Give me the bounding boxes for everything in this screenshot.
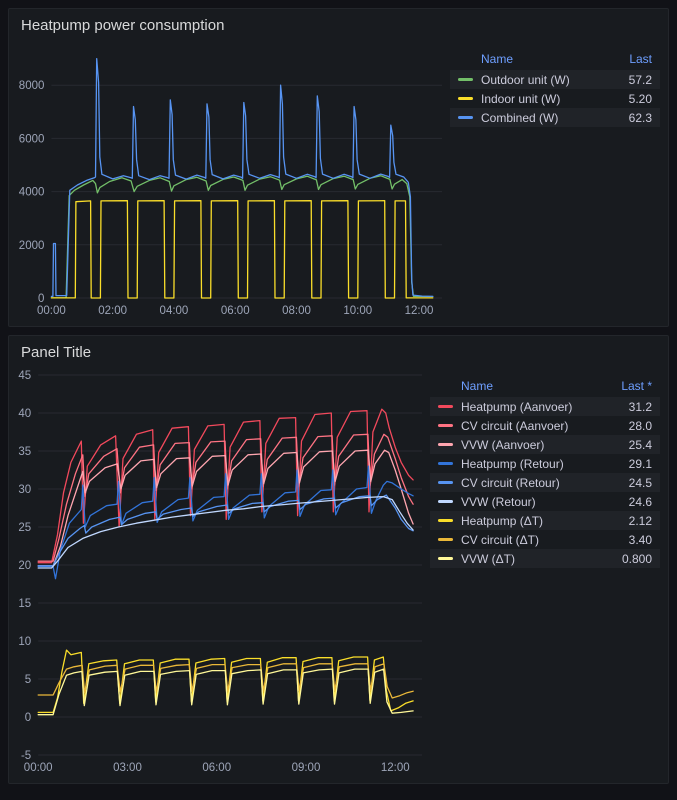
series-label[interactable]: CV circuit (Retour) xyxy=(461,475,560,490)
legend-header: Name Last * xyxy=(430,377,660,397)
series-color-swatch xyxy=(458,116,473,119)
series-last-value: 57.2 xyxy=(628,72,652,87)
legend-row[interactable]: VVW (ΔT) 0.800 xyxy=(430,549,660,568)
svg-text:15: 15 xyxy=(18,598,31,610)
legend-row[interactable]: Heatpump (Retour) 29.1 xyxy=(430,454,660,473)
series-color-swatch xyxy=(438,462,453,465)
series-label[interactable]: Outdoor unit (W) xyxy=(481,72,570,87)
svg-text:02:00: 02:00 xyxy=(98,305,127,317)
series-label[interactable]: Heatpump (Aanvoer) xyxy=(461,399,573,414)
legend-row[interactable]: Indoor unit (W) 5.20 xyxy=(450,89,660,108)
svg-text:2000: 2000 xyxy=(19,240,45,252)
series-color-swatch xyxy=(438,500,453,503)
series-last-value: 0.800 xyxy=(621,551,652,566)
series-color-swatch xyxy=(438,405,453,408)
svg-text:4000: 4000 xyxy=(19,187,45,199)
svg-text:20: 20 xyxy=(18,560,31,572)
series-color-swatch xyxy=(438,519,453,522)
panel-heatpump-power-consumption: Heatpump power consumption 0 2000 4000 6000… xyxy=(8,8,669,327)
timeseries-plot-power[interactable]: 0 2000 4000 6000 8000 00:00 02:00 04:00 06:00 08:… xyxy=(13,38,450,320)
legend-header-name[interactable]: Name xyxy=(481,52,514,66)
svg-text:06:00: 06:00 xyxy=(221,305,250,317)
panel-title[interactable]: Panel Title xyxy=(21,344,92,361)
svg-text:40: 40 xyxy=(18,408,31,420)
svg-text:6000: 6000 xyxy=(19,133,45,145)
svg-text:30: 30 xyxy=(18,484,31,496)
svg-text:03:00: 03:00 xyxy=(113,762,142,774)
series-last-value: 2.12 xyxy=(628,513,652,528)
series-color-swatch xyxy=(438,538,453,541)
series-last-value: 31.2 xyxy=(628,399,652,414)
series-label[interactable]: Heatpump (Retour) xyxy=(461,456,564,471)
legend-row[interactable]: CV circuit (Retour) 24.5 xyxy=(430,473,660,492)
legend-table-temperatures: Name Last * Heatpump (Aanvoer) 31.2 CV cir… xyxy=(430,365,660,568)
svg-text:09:00: 09:00 xyxy=(292,762,321,774)
panel-header[interactable]: Heatpump power consumption xyxy=(9,9,668,36)
legend-row[interactable]: Outdoor unit (W) 57.2 xyxy=(450,70,660,89)
series-color-swatch xyxy=(458,78,473,81)
legend-header-last[interactable]: Last * xyxy=(621,379,652,393)
series-last-value: 5.20 xyxy=(628,91,652,106)
series-last-value: 3.40 xyxy=(628,532,652,547)
svg-text:10: 10 xyxy=(18,636,31,648)
svg-text:0: 0 xyxy=(25,712,31,724)
legend-header: Name Last xyxy=(450,50,660,70)
panel-title[interactable]: Heatpump power consumption xyxy=(21,17,225,34)
legend-row[interactable]: Heatpump (Aanvoer) 31.2 xyxy=(430,397,660,416)
svg-text:12:00: 12:00 xyxy=(381,762,410,774)
svg-text:06:00: 06:00 xyxy=(202,762,231,774)
series-label[interactable]: VVW (Aanvoer) xyxy=(461,437,545,452)
legend-row[interactable]: Heatpump (ΔT) 2.12 xyxy=(430,511,660,530)
series-color-swatch xyxy=(438,481,453,484)
legend-row[interactable]: VVW (Aanvoer) 25.4 xyxy=(430,435,660,454)
series-label[interactable]: CV circuit (Aanvoer) xyxy=(461,418,569,433)
series-label[interactable]: CV circuit (ΔT) xyxy=(461,532,540,547)
panel-body: -5 0 5 10 15 20 25 30 35 40 45 00:00 03:00 06:00 09:00… xyxy=(9,363,668,783)
svg-text:0: 0 xyxy=(38,293,44,305)
legend-header-name[interactable]: Name xyxy=(461,379,494,393)
series-label[interactable]: VVW (ΔT) xyxy=(461,551,516,566)
series-last-value: 25.4 xyxy=(628,437,652,452)
svg-text:8000: 8000 xyxy=(19,80,45,92)
series-color-swatch xyxy=(438,424,453,427)
series-last-value: 28.0 xyxy=(628,418,652,433)
panel-body: 0 2000 4000 6000 8000 00:00 02:00 04:00 06:00 08:… xyxy=(9,36,668,326)
svg-text:-5: -5 xyxy=(21,750,31,762)
series-last-value: 62.3 xyxy=(628,110,652,125)
svg-text:08:00: 08:00 xyxy=(282,305,311,317)
series-label[interactable]: VVW (Retour) xyxy=(461,494,536,509)
legend-rows: Outdoor unit (W) 57.2 Indoor unit (W) 5.20 C… xyxy=(450,70,660,127)
series-color-swatch xyxy=(438,557,453,560)
series-color-swatch xyxy=(438,443,453,446)
legend-row[interactable]: CV circuit (ΔT) 3.40 xyxy=(430,530,660,549)
series-label[interactable]: Indoor unit (W) xyxy=(481,91,561,106)
legend-row[interactable]: Combined (W) 62.3 xyxy=(450,108,660,127)
svg-text:00:00: 00:00 xyxy=(37,305,66,317)
series-last-value: 24.6 xyxy=(628,494,652,509)
panel-temperatures: Panel Title -5 0 5 10 15 20 25 30 35 40 45 00:00 03:… xyxy=(8,335,669,784)
series-color-swatch xyxy=(458,97,473,100)
svg-text:5: 5 xyxy=(25,674,31,686)
series-last-value: 24.5 xyxy=(628,475,652,490)
svg-text:45: 45 xyxy=(18,370,31,382)
legend-row[interactable]: VVW (Retour) 24.6 xyxy=(430,492,660,511)
svg-text:25: 25 xyxy=(18,522,31,534)
svg-text:10:00: 10:00 xyxy=(343,305,372,317)
series-label[interactable]: Heatpump (ΔT) xyxy=(461,513,544,528)
legend-row[interactable]: CV circuit (Aanvoer) 28.0 xyxy=(430,416,660,435)
series-label[interactable]: Combined (W) xyxy=(481,110,559,125)
legend-header-last[interactable]: Last xyxy=(629,52,652,66)
svg-text:35: 35 xyxy=(18,446,31,458)
timeseries-plot-temperatures[interactable]: -5 0 5 10 15 20 25 30 35 40 45 00:00 03:00 06:00 09:00… xyxy=(13,365,430,777)
legend-rows: Heatpump (Aanvoer) 31.2 CV circuit (Aanvoe… xyxy=(430,397,660,568)
legend-table-power: Name Last Outdoor unit (W) 57.2 Indoor uni… xyxy=(450,38,660,127)
svg-text:12:00: 12:00 xyxy=(405,305,434,317)
svg-text:04:00: 04:00 xyxy=(160,305,189,317)
svg-text:00:00: 00:00 xyxy=(24,762,53,774)
panel-header[interactable]: Panel Title xyxy=(9,336,668,363)
series-last-value: 29.1 xyxy=(628,456,652,471)
